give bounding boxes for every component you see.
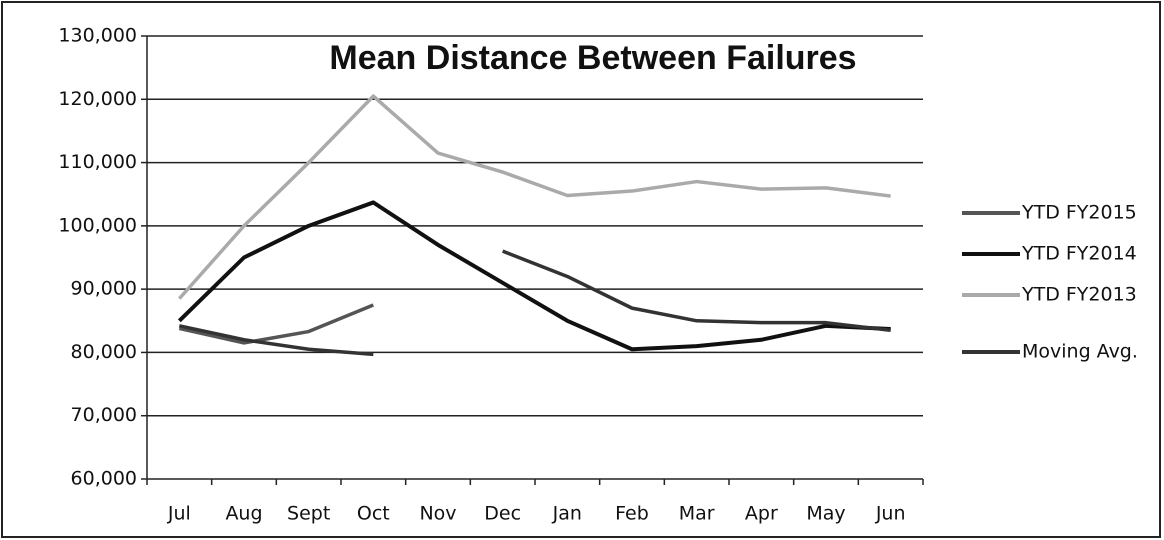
y-tick-label: 90,000 <box>71 278 137 300</box>
x-tick-label: Mar <box>679 503 715 525</box>
y-tick-label: 120,000 <box>58 88 137 110</box>
x-tick-label: Jan <box>552 503 582 525</box>
y-tick-label: 130,000 <box>58 25 137 47</box>
x-tick-label: May <box>806 503 845 525</box>
series-line <box>177 200 891 352</box>
series-line <box>178 249 891 357</box>
legend-label: Moving Avg. <box>1022 341 1138 363</box>
x-tick-label: Oct <box>357 503 390 525</box>
chart-title: Mean Distance Between Failures <box>329 39 856 77</box>
x-tick-label: Jul <box>167 503 191 525</box>
y-tick-label: 70,000 <box>71 404 137 426</box>
x-tick-label: Sept <box>287 503 330 525</box>
legend-label: YTD FY2015 <box>1021 202 1137 224</box>
legend-label: YTD FY2014 <box>1021 243 1137 265</box>
legend-label: YTD FY2013 <box>1021 284 1137 306</box>
series-line <box>178 303 374 345</box>
x-tick-label: Jun <box>875 503 906 525</box>
y-tick-label: 80,000 <box>71 341 137 363</box>
y-tick-label: 110,000 <box>58 151 137 173</box>
y-tick-label: 100,000 <box>58 214 137 236</box>
x-tick-label: Nov <box>419 503 456 525</box>
y-tick-label: 60,000 <box>71 468 137 490</box>
x-tick-label: Dec <box>484 503 521 525</box>
x-tick-label: Feb <box>615 503 649 525</box>
x-tick-label: Apr <box>745 503 778 525</box>
x-tick-label: Aug <box>225 503 262 525</box>
series-line <box>178 94 891 300</box>
